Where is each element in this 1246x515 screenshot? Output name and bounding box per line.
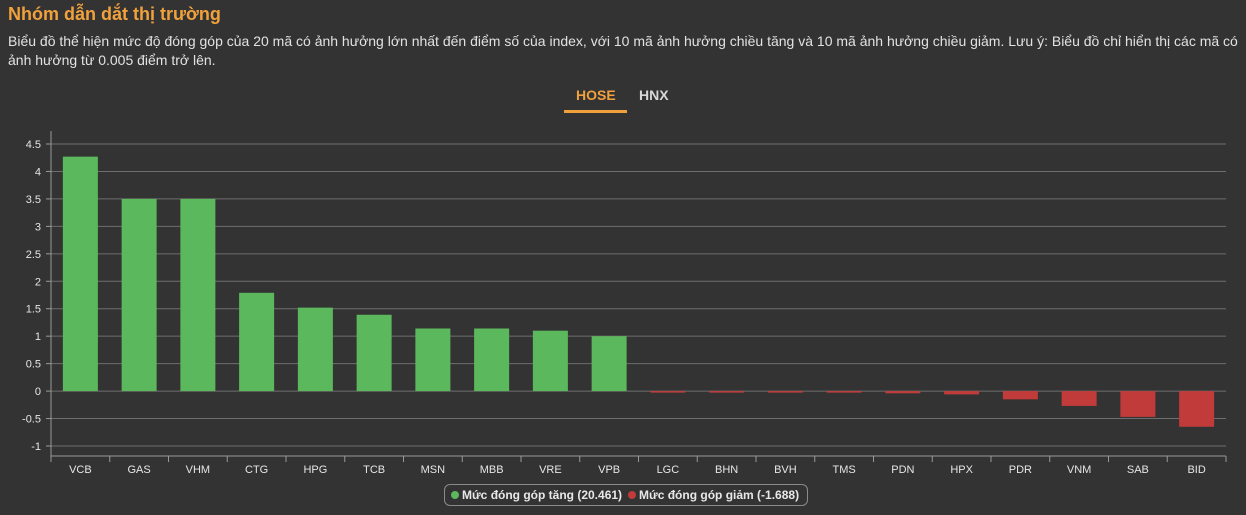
y-tick-label: -0.5 xyxy=(22,414,41,426)
bar-mbb xyxy=(474,328,510,392)
y-tick-label: 3.5 xyxy=(26,194,41,206)
page-title: Nhóm dẫn dắt thị trường xyxy=(8,4,221,24)
legend-item-decrease[interactable]: Mức đóng góp giảm (-1.688) xyxy=(628,488,799,502)
x-tick-label: GAS xyxy=(128,464,151,476)
x-tick-label: HPG xyxy=(303,464,327,476)
bar-tms xyxy=(826,391,862,393)
chart-legend: Mức đóng góp tăng (20.461) Mức đóng góp … xyxy=(444,484,809,506)
exchange-tabs: HOSE HNX xyxy=(564,84,681,113)
x-tick-label: TMS xyxy=(833,464,856,476)
x-tick-label: VPB xyxy=(598,464,620,476)
y-tick-label: -1 xyxy=(31,441,41,453)
y-tick-label: 3 xyxy=(35,221,41,233)
bar-vpb xyxy=(591,336,627,392)
bar-lgc xyxy=(650,391,686,393)
x-tick-label: VHM xyxy=(186,464,210,476)
chart-description: Biểu đồ thể hiện mức độ đóng góp của 20 … xyxy=(8,33,1238,68)
x-tick-label: BHN xyxy=(715,464,738,476)
x-tick-label: BVH xyxy=(774,464,797,476)
y-tick-label: 4 xyxy=(35,166,41,178)
bar-bhn xyxy=(709,391,745,393)
bar-bvh xyxy=(767,391,803,393)
x-tick-label: PDR xyxy=(1009,464,1032,476)
x-tick-label: PDN xyxy=(891,464,914,476)
bar-sab xyxy=(1120,391,1156,417)
bar-gas xyxy=(121,198,157,392)
increase-dot-icon xyxy=(451,491,459,499)
x-tick-label: BID xyxy=(1187,464,1205,476)
bar-tcb xyxy=(356,314,392,392)
y-tick-label: 0.5 xyxy=(26,359,41,371)
legend-item-increase[interactable]: Mức đóng góp tăng (20.461) xyxy=(451,488,622,502)
tab-hose[interactable]: HOSE xyxy=(564,84,627,113)
bar-hpg xyxy=(297,307,333,392)
bar-vcb xyxy=(62,156,98,392)
decrease-dot-icon xyxy=(628,491,637,499)
tab-hnx[interactable]: HNX xyxy=(639,87,669,103)
x-tick-label: MBB xyxy=(480,464,504,476)
y-tick-label: 1 xyxy=(35,331,41,343)
y-tick-label: 1.5 xyxy=(26,304,41,316)
x-tick-label: VCB xyxy=(69,464,92,476)
y-tick-label: 2 xyxy=(35,276,41,288)
bar-msn xyxy=(415,328,451,392)
bar-pdr xyxy=(1002,391,1038,400)
legend-increase-label: Mức đóng góp tăng (20.461) xyxy=(462,488,623,502)
bar-hpx xyxy=(944,391,980,395)
bar-pdn xyxy=(885,391,921,394)
x-tick-label: HPX xyxy=(950,464,973,476)
x-tick-label: CTG xyxy=(245,464,268,476)
x-tick-label: MSN xyxy=(421,464,446,476)
x-tick-label: LGC xyxy=(657,464,680,476)
bar-vre xyxy=(532,330,568,392)
y-tick-label: 4.5 xyxy=(26,139,41,151)
legend-decrease-label: Mức đóng góp giảm (-1.688) xyxy=(639,488,800,502)
y-tick-label: 2.5 xyxy=(26,249,41,261)
y-tick-label: 0 xyxy=(35,386,41,398)
bar-bid xyxy=(1179,391,1215,427)
x-tick-label: VRE xyxy=(539,464,562,476)
bar-ctg xyxy=(239,292,275,392)
bar-vhm xyxy=(180,198,216,392)
bar-vnm xyxy=(1061,391,1097,406)
x-tick-label: SAB xyxy=(1127,464,1149,476)
x-tick-label: TCB xyxy=(363,464,385,476)
x-tick-label: VNM xyxy=(1067,464,1091,476)
